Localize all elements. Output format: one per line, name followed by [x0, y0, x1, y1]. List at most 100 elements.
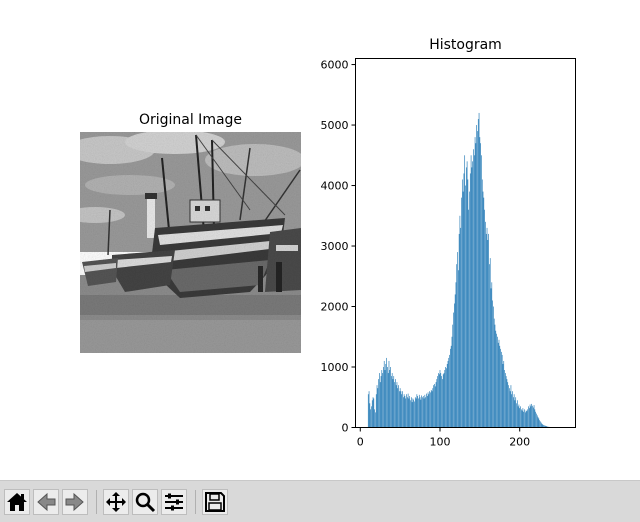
histogram-bar: [394, 382, 395, 428]
histogram-bar: [447, 360, 449, 428]
histogram-bar: [489, 258, 491, 428]
save-button[interactable]: [202, 489, 228, 515]
histogram-bar: [445, 367, 446, 428]
histogram-bar: [387, 367, 388, 428]
histogram-bar: [541, 423, 543, 428]
histogram-bar: [465, 167, 467, 428]
histogram-bar: [545, 425, 547, 428]
y-tick-label: 3000: [321, 240, 349, 253]
histogram-bar: [469, 191, 470, 428]
histogram-bar: [405, 398, 407, 428]
histogram-bar: [434, 383, 435, 428]
histogram-bar: [413, 399, 415, 428]
histogram-bar: [465, 185, 466, 428]
histogram-bar: [422, 396, 424, 428]
forward-arrow-icon: [65, 492, 84, 512]
subplots-button[interactable]: [161, 489, 187, 515]
histogram-bar: [416, 394, 418, 428]
histogram-bar: [403, 394, 405, 428]
histogram-bar: [427, 392, 429, 428]
histogram-bar: [368, 391, 370, 428]
histogram-bar: [371, 406, 372, 428]
histogram-bar: [528, 408, 530, 428]
histogram-bar: [463, 173, 465, 428]
histogram-bar: [450, 348, 451, 428]
home-button[interactable]: [4, 489, 30, 515]
y-tick-label: 5000: [321, 119, 349, 132]
histogram-bar: [440, 373, 442, 428]
histogram-bar: [475, 143, 477, 428]
histogram-bar: [403, 397, 404, 428]
histogram-bar: [518, 404, 520, 428]
zoom-button[interactable]: [132, 489, 158, 515]
histogram-bar: [404, 396, 406, 428]
histogram-bar: [489, 264, 490, 428]
pan-button[interactable]: [103, 489, 129, 515]
histogram-bar: [385, 363, 387, 428]
histogram-bar: [529, 404, 531, 428]
histogram-bar: [484, 209, 485, 428]
zoom-icon: [135, 492, 156, 513]
histogram-bar: [535, 411, 536, 428]
histogram-bar: [397, 388, 399, 428]
histogram-bar: [510, 385, 512, 428]
image-panel-title: Original Image: [139, 112, 242, 128]
histogram-bar: [459, 215, 461, 428]
histogram-bar: [499, 345, 501, 428]
histogram-bar: [392, 379, 394, 428]
back-button[interactable]: [33, 489, 59, 515]
histogram-bar: [501, 354, 503, 428]
histogram-bar: [539, 420, 540, 428]
histogram-bar: [398, 385, 399, 428]
histogram-bar: [471, 167, 473, 428]
pan-icon: [106, 492, 126, 512]
histogram-bar: [379, 382, 381, 428]
histogram-bar: [441, 376, 442, 428]
forward-button[interactable]: [62, 489, 88, 515]
histogram-bar: [497, 342, 499, 428]
histogram-bar: [412, 398, 414, 428]
toolbar-separator: [96, 490, 97, 514]
histogram-bar: [493, 318, 495, 428]
histogram-bar: [491, 282, 493, 428]
histogram-bar: [532, 407, 534, 428]
histogram-bar: [495, 330, 497, 428]
histogram-bar: [391, 376, 392, 428]
histogram-bar: [450, 345, 452, 428]
histogram-bar: [381, 370, 383, 428]
histogram-bar: [376, 385, 378, 428]
histogram-bar: [373, 398, 375, 428]
histogram-bar: [467, 179, 469, 428]
histogram-bar: [383, 360, 385, 428]
histogram-bar: [410, 400, 411, 428]
histogram-bar: [428, 394, 430, 428]
histogram-bar: [500, 348, 501, 428]
histogram-bar: [528, 406, 529, 428]
histogram-bar: [498, 339, 500, 428]
histogram-bar: [431, 391, 433, 428]
histogram-bar: [505, 376, 507, 428]
histogram-bar: [437, 376, 438, 428]
histogram-bar: [423, 398, 425, 428]
histogram-bar: [419, 397, 421, 428]
histogram-bar: [377, 388, 379, 428]
histogram-bar: [524, 412, 526, 428]
histogram-bar: [390, 367, 391, 428]
histogram-bar: [532, 405, 533, 428]
histogram-bar: [406, 394, 407, 428]
histogram-bar: [374, 409, 375, 428]
histogram-bar: [418, 398, 419, 428]
histogram-bar: [490, 288, 492, 428]
histogram-bar: [497, 336, 498, 428]
histogram-bar: [458, 270, 459, 428]
histogram-bar: [451, 336, 453, 428]
histogram-bar: [480, 143, 481, 428]
histogram-bar: [476, 125, 477, 428]
histogram-bar: [470, 155, 472, 428]
y-tick-label: 2000: [321, 301, 349, 314]
histogram-bar: [503, 360, 505, 428]
histogram-bar: [514, 400, 516, 428]
histogram-bar: [487, 239, 489, 428]
histogram-bar: [442, 374, 444, 428]
histogram-bar: [393, 376, 395, 428]
